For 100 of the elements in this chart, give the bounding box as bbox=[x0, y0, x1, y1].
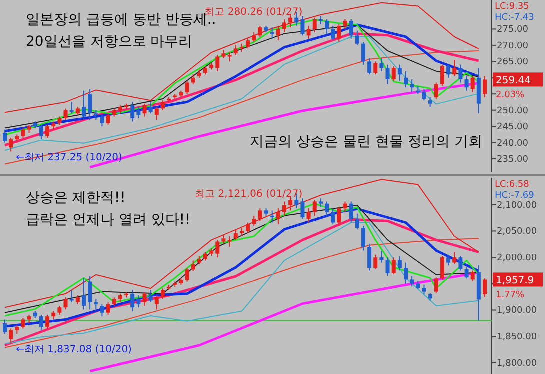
candlestick bbox=[434, 277, 438, 294]
candlestick bbox=[82, 278, 86, 310]
candlestick bbox=[100, 114, 104, 128]
y-tick-label: 235.00 bbox=[497, 155, 529, 166]
line-series bbox=[4, 50, 480, 165]
candlestick bbox=[428, 96, 432, 108]
candlestick bbox=[191, 260, 196, 272]
candlestick bbox=[361, 42, 366, 66]
candlestick bbox=[106, 302, 110, 316]
annotation: 최고 2,121.06 (01/27) bbox=[195, 188, 303, 200]
candlestick bbox=[300, 16, 305, 36]
candlestick bbox=[434, 82, 438, 100]
candlestick bbox=[252, 32, 256, 43]
candlestick bbox=[64, 297, 68, 310]
candlestick bbox=[3, 129, 7, 144]
candlestick bbox=[470, 270, 475, 282]
annotation: 20일선을 저항으로 마무리 bbox=[26, 34, 193, 50]
candlestick bbox=[130, 290, 135, 312]
candlestick bbox=[46, 124, 50, 138]
candlestick bbox=[234, 229, 238, 241]
text: LC:6.58 bbox=[495, 180, 530, 190]
y-tick-label: 245.00 bbox=[497, 122, 529, 133]
annotation: ←최저 1,837.08 (10/20) bbox=[16, 344, 132, 356]
candlestick bbox=[64, 108, 68, 121]
candlestick bbox=[9, 328, 14, 344]
candlestick bbox=[440, 64, 444, 86]
candlestick bbox=[312, 17, 317, 33]
candlestick bbox=[94, 110, 98, 121]
candlestick bbox=[191, 74, 196, 85]
candlestick bbox=[136, 106, 141, 119]
candlestick bbox=[276, 208, 280, 225]
candlestick bbox=[216, 240, 220, 258]
candlestick bbox=[446, 64, 451, 78]
candlestick bbox=[422, 88, 426, 102]
candlestick bbox=[306, 25, 311, 40]
candlestick bbox=[216, 54, 220, 72]
annotation: 급락은 언제나 열려 있다!! bbox=[26, 212, 191, 228]
candlestick bbox=[374, 61, 378, 76]
candlestick bbox=[306, 208, 311, 224]
candlestick bbox=[368, 243, 372, 272]
candlestick bbox=[185, 80, 190, 95]
candlestick bbox=[410, 276, 414, 288]
y-tick-label: 250.00 bbox=[497, 106, 529, 116]
candlestick bbox=[160, 100, 165, 111]
candlestick bbox=[21, 128, 26, 138]
y-tick-label: 265.00 bbox=[497, 58, 529, 68]
candlestick bbox=[331, 25, 336, 42]
candlestick bbox=[154, 294, 159, 310]
y-tick-label: 270.00 bbox=[497, 41, 529, 52]
y-tick-label: 240.00 bbox=[497, 138, 529, 149]
candlestick bbox=[483, 278, 487, 298]
candlestick bbox=[325, 201, 330, 218]
candlestick bbox=[392, 257, 396, 275]
candlestick bbox=[252, 215, 256, 226]
candlestick bbox=[452, 60, 457, 77]
text: 1,957.9 bbox=[496, 276, 534, 287]
candlestick bbox=[349, 18, 354, 40]
candlestick bbox=[154, 106, 159, 121]
candlestick bbox=[386, 257, 390, 276]
candlestick bbox=[464, 76, 469, 92]
y-tick-label: 1,850.00 bbox=[497, 332, 538, 343]
candlestick bbox=[440, 255, 444, 280]
y-tick-label: 275.00 bbox=[497, 25, 529, 36]
candlestick bbox=[282, 201, 286, 216]
candlestick bbox=[246, 222, 250, 234]
y-tick-label: 2,100.00 bbox=[497, 200, 538, 211]
candlestick bbox=[70, 102, 74, 114]
candlestick bbox=[185, 268, 190, 282]
candlestick bbox=[270, 210, 274, 224]
candlestick bbox=[148, 290, 153, 303]
candlestick bbox=[361, 225, 366, 252]
candlestick bbox=[9, 137, 14, 152]
text: 2.03% bbox=[496, 90, 526, 101]
candlestick bbox=[312, 200, 317, 216]
y-tick-label: 2,000.00 bbox=[497, 254, 538, 264]
candlestick bbox=[246, 38, 250, 50]
annotation: 지금의 상승은 물린 현물 정리의 기회 bbox=[250, 134, 482, 150]
line-series bbox=[4, 2, 480, 114]
y-tick-label: 1,900.00 bbox=[497, 306, 538, 316]
candlestick bbox=[300, 198, 305, 220]
candlestick bbox=[100, 304, 104, 318]
candlestick bbox=[148, 102, 153, 114]
candlestick bbox=[380, 58, 384, 72]
candlestick bbox=[3, 319, 7, 334]
candlestick bbox=[404, 70, 408, 88]
candlestick bbox=[70, 290, 74, 303]
candlestick bbox=[380, 250, 384, 264]
candlestick bbox=[355, 30, 360, 46]
candlestick bbox=[452, 252, 457, 264]
candlestick bbox=[234, 44, 238, 56]
candlestick bbox=[374, 254, 378, 270]
y-tick-label: 1,800.00 bbox=[497, 358, 538, 369]
candlestick bbox=[276, 25, 280, 42]
candlestick bbox=[130, 102, 135, 122]
candlestick bbox=[142, 292, 147, 307]
candlestick bbox=[337, 206, 342, 226]
annotation: 상승은 제한적!! bbox=[26, 190, 126, 206]
candlestick bbox=[464, 266, 469, 280]
candlestick bbox=[106, 113, 110, 126]
candlestick bbox=[46, 314, 50, 330]
